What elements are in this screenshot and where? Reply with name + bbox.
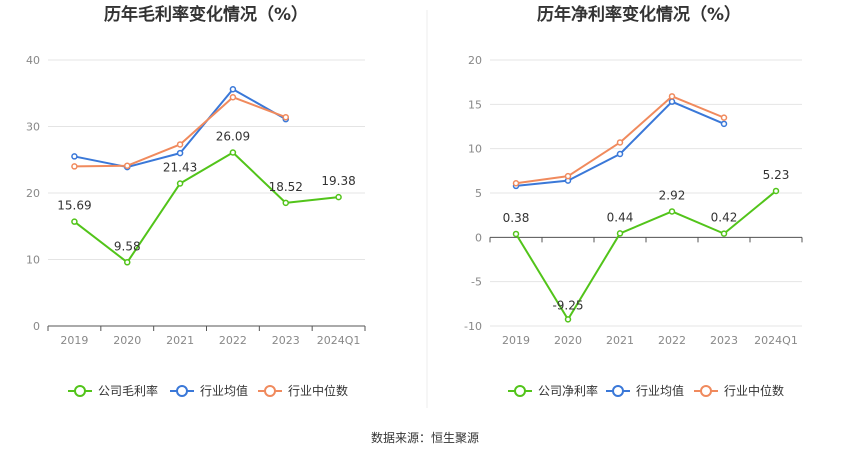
series-line xyxy=(73,151,339,264)
legend-label: 行业均值 xyxy=(200,383,248,398)
data-point xyxy=(282,113,289,121)
data-point xyxy=(282,199,289,207)
x-tick-label: 2021 xyxy=(166,334,194,347)
y-tick-label: 40 xyxy=(26,54,40,67)
chart-title: 历年净利率变化情况（%） xyxy=(537,4,741,25)
data-label: 26.09 xyxy=(216,130,250,144)
legend-label: 行业均值 xyxy=(636,383,684,398)
data-label: 9.58 xyxy=(114,239,141,253)
data-point xyxy=(668,208,676,215)
data-point xyxy=(668,98,676,105)
data-label: 0.44 xyxy=(607,210,634,224)
data-label: 0.38 xyxy=(503,211,530,225)
data-point xyxy=(176,180,184,187)
data-point xyxy=(176,141,184,148)
legend-swatch-marker xyxy=(176,385,188,397)
legend-label: 行业中位数 xyxy=(724,383,784,398)
x-tick-label: 2023 xyxy=(272,334,300,347)
data-point xyxy=(616,139,624,146)
data-point xyxy=(71,218,78,225)
y-tick-label: 20 xyxy=(26,187,40,200)
x-tick-label: 2023 xyxy=(710,334,738,347)
data-point xyxy=(668,93,676,100)
x-tick-label: 2021 xyxy=(606,334,634,347)
legend-label: 公司毛利率 xyxy=(98,383,158,398)
data-point xyxy=(176,149,184,157)
data-point xyxy=(564,172,572,180)
y-tick-label: 0 xyxy=(33,320,40,333)
y-tick-label: 20 xyxy=(468,54,482,67)
x-tick-label: 2024Q1 xyxy=(317,334,361,347)
x-tick-label: 2022 xyxy=(219,334,247,347)
y-tick-label: 5 xyxy=(475,187,482,200)
data-label: 15.69 xyxy=(57,199,91,213)
legend-label: 行业中位数 xyxy=(288,383,348,398)
legend-swatch-marker xyxy=(612,385,624,397)
y-tick-label: 10 xyxy=(26,254,40,267)
data-point xyxy=(772,187,780,195)
data-label: 18.52 xyxy=(269,180,303,194)
data-point xyxy=(616,150,624,158)
data-point xyxy=(229,149,237,156)
x-tick-label: 2020 xyxy=(554,334,582,347)
x-tick-label: 2020 xyxy=(113,334,141,347)
data-point xyxy=(124,259,131,266)
x-tick-label: 2022 xyxy=(658,334,686,347)
data-point xyxy=(564,316,572,323)
x-tick-label: 2019 xyxy=(60,334,88,347)
source-note: 数据来源：恒生聚源 xyxy=(371,430,479,445)
y-tick-label: -10 xyxy=(464,320,482,333)
legend-swatch-marker xyxy=(74,385,86,397)
y-tick-label: 0 xyxy=(475,231,482,244)
data-point xyxy=(229,86,237,93)
x-tick-label: 2024Q1 xyxy=(754,334,798,347)
data-point xyxy=(335,193,342,201)
data-point xyxy=(71,153,78,160)
legend-swatch-marker xyxy=(514,385,526,397)
series-line xyxy=(515,190,777,321)
data-label: 5.23 xyxy=(763,168,790,182)
y-tick-label: 30 xyxy=(26,121,40,134)
data-point xyxy=(71,163,78,170)
data-point xyxy=(512,230,520,238)
data-label: 21.43 xyxy=(163,160,197,174)
data-point xyxy=(720,120,728,128)
chart-title: 历年毛利率变化情况（%） xyxy=(104,4,308,25)
legend-label: 公司净利率 xyxy=(538,383,598,398)
data-point xyxy=(229,93,237,101)
data-point xyxy=(512,179,520,187)
data-label: 0.42 xyxy=(711,211,738,225)
data-point xyxy=(720,114,728,121)
data-label: 2.92 xyxy=(659,188,686,202)
data-point xyxy=(720,230,728,237)
data-label: 19.38 xyxy=(321,174,355,188)
y-tick-label: -5 xyxy=(471,276,482,289)
y-tick-label: 15 xyxy=(468,98,482,111)
x-tick-label: 2019 xyxy=(502,334,530,347)
data-point xyxy=(124,162,131,169)
y-tick-label: 10 xyxy=(468,143,482,156)
legend-swatch-marker xyxy=(264,385,276,397)
legend-swatch-marker xyxy=(700,385,712,397)
data-label: -9.25 xyxy=(552,298,583,312)
data-point xyxy=(616,230,624,237)
